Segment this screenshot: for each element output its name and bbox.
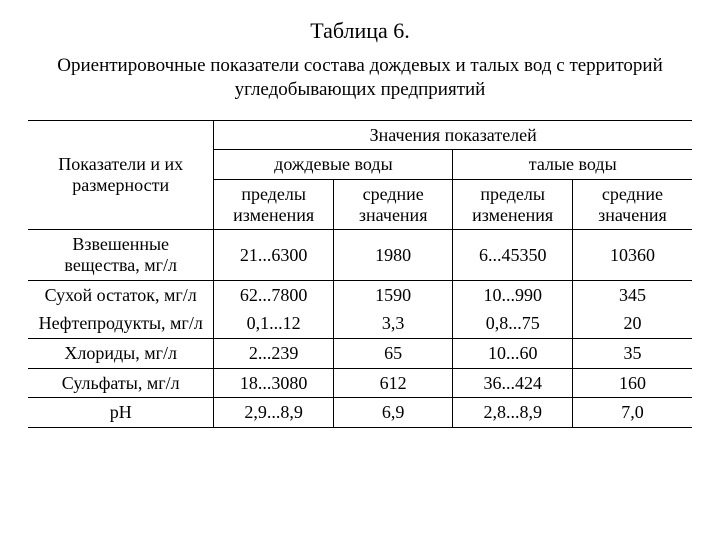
cell-param: pH [28, 398, 214, 428]
header-melt: талые воды [453, 150, 692, 180]
table-row: Сухой остаток, мг/л 62...7800 1590 10...… [28, 280, 692, 309]
header-rain-avg: средние значения [333, 179, 453, 229]
cell-value: 0,8...75 [453, 309, 573, 338]
table-row: Взвешенные вещества, мг/л 21...6300 1980… [28, 230, 692, 280]
header-rain: дождевые воды [214, 150, 453, 180]
cell-value: 18...3080 [214, 368, 334, 398]
cell-value: 35 [572, 339, 692, 369]
header-row-1: Показатели и их размерности Значения пок… [28, 120, 692, 150]
header-values: Значения показателей [214, 120, 692, 150]
cell-param: Взвешенные вещества, мг/л [28, 230, 214, 280]
cell-param: Сухой остаток, мг/л [28, 280, 214, 309]
table-caption: Ориентировочные показатели состава дожде… [30, 54, 690, 102]
cell-value: 0,1...12 [214, 309, 334, 338]
cell-value: 6,9 [333, 398, 453, 428]
cell-value: 3,3 [333, 309, 453, 338]
header-params: Показатели и их размерности [28, 120, 214, 230]
cell-value: 21...6300 [214, 230, 334, 280]
data-table: Показатели и их размерности Значения пок… [28, 120, 692, 429]
cell-value: 2,9...8,9 [214, 398, 334, 428]
cell-value: 2,8...8,9 [453, 398, 573, 428]
cell-param: Нефтепродукты, мг/л [28, 309, 214, 338]
table-number: Таблица 6. [28, 18, 692, 44]
cell-value: 65 [333, 339, 453, 369]
cell-value: 1590 [333, 280, 453, 309]
table-row: Сульфаты, мг/л 18...3080 612 36...424 16… [28, 368, 692, 398]
header-melt-avg: средние значения [572, 179, 692, 229]
cell-value: 10...60 [453, 339, 573, 369]
cell-value: 10360 [572, 230, 692, 280]
table-row: Нефтепродукты, мг/л 0,1...12 3,3 0,8...7… [28, 309, 692, 338]
cell-value: 6...45350 [453, 230, 573, 280]
header-melt-range: пределы изменения [453, 179, 573, 229]
cell-value: 612 [333, 368, 453, 398]
cell-value: 160 [572, 368, 692, 398]
cell-param: Сульфаты, мг/л [28, 368, 214, 398]
cell-value: 2...239 [214, 339, 334, 369]
cell-value: 7,0 [572, 398, 692, 428]
cell-value: 1980 [333, 230, 453, 280]
table-row: pH 2,9...8,9 6,9 2,8...8,9 7,0 [28, 398, 692, 428]
cell-param: Хлориды, мг/л [28, 339, 214, 369]
table-row: Хлориды, мг/л 2...239 65 10...60 35 [28, 339, 692, 369]
cell-value: 345 [572, 280, 692, 309]
header-rain-range: пределы изменения [214, 179, 334, 229]
cell-value: 62...7800 [214, 280, 334, 309]
cell-value: 36...424 [453, 368, 573, 398]
cell-value: 10...990 [453, 280, 573, 309]
cell-value: 20 [572, 309, 692, 338]
